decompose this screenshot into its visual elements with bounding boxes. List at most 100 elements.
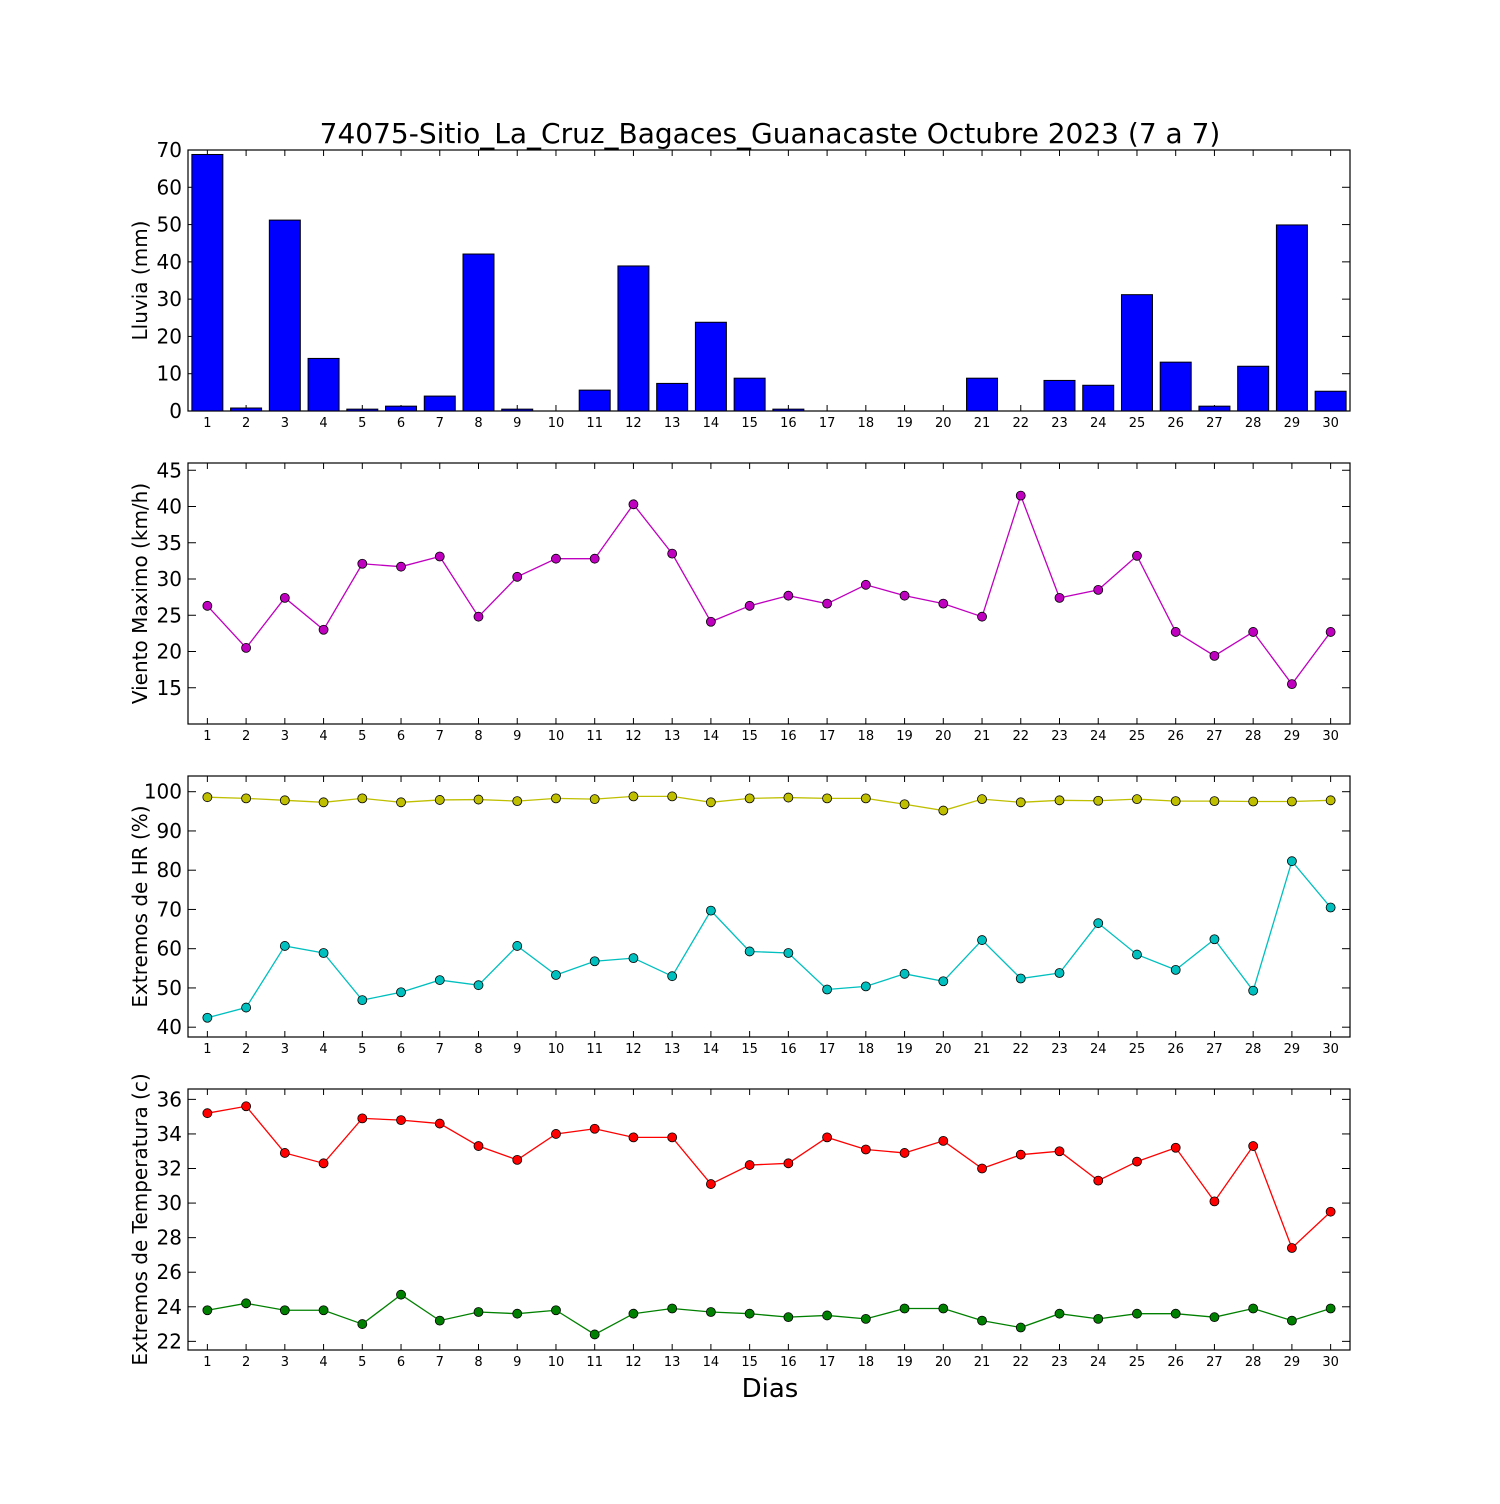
y-tick-label: 20: [157, 640, 182, 664]
y-tick-label: 70: [157, 138, 182, 162]
data-point: [977, 1163, 987, 1174]
x-tick-label: 12: [625, 416, 642, 431]
data-point: [512, 1154, 523, 1165]
y-axis-label: Extremos de Temperatura (c): [128, 1073, 152, 1365]
y-tick-label: 30: [157, 1191, 182, 1215]
data-point: [744, 600, 755, 611]
x-tick-label: 30: [1322, 1042, 1339, 1057]
data-point: [783, 1158, 794, 1169]
data-point: [1209, 934, 1220, 945]
x-tick-label: 3: [281, 729, 289, 744]
y-tick-label: 70: [157, 897, 182, 921]
x-tick-label: 12: [625, 1355, 642, 1370]
x-tick-label: 18: [858, 416, 875, 431]
x-tick-label: 7: [436, 416, 444, 431]
data-point: [899, 968, 910, 979]
series-line: [207, 1293, 1331, 1336]
x-tick-label: 14: [703, 1355, 720, 1370]
x-tick-label: 23: [1051, 729, 1068, 744]
x-tick-label: 9: [513, 416, 521, 431]
y-tick-label: 100: [144, 780, 182, 804]
bar: [694, 321, 727, 412]
x-tick-label: 20: [935, 729, 952, 744]
y-axis-label: Lluvia (mm): [128, 221, 152, 341]
data-point: [977, 1315, 987, 1326]
series-line: [206, 493, 1332, 686]
data-point: [938, 598, 949, 609]
data-point: [434, 551, 445, 562]
x-tick-label: 28: [1245, 416, 1262, 431]
x-tick-label: 30: [1322, 1355, 1339, 1370]
x-tick-label: 8: [474, 729, 482, 744]
x-tick-label: 21: [974, 1042, 991, 1057]
data-point: [589, 794, 600, 805]
x-tick-label: 11: [586, 729, 603, 744]
x-tick-label: 14: [703, 416, 720, 431]
bar: [617, 265, 650, 412]
data-point: [899, 590, 910, 601]
data-point: [551, 1129, 561, 1139]
x-tick-label: 17: [819, 416, 836, 431]
data-point: [783, 590, 794, 601]
bar: [1237, 365, 1270, 412]
data-point: [899, 799, 910, 810]
data-point: [434, 1315, 445, 1326]
x-tick-label: 17: [819, 1042, 836, 1057]
data-point: [938, 805, 949, 816]
data-point: [279, 1305, 290, 1316]
x-tick-label: 6: [397, 1355, 405, 1370]
data-point: [1170, 1308, 1181, 1319]
x-tick-label: 10: [548, 416, 565, 431]
data-point: [318, 1158, 329, 1169]
plot-frame: [187, 149, 1351, 412]
x-tick-label: 6: [397, 729, 405, 744]
x-tick-label: 22: [1012, 729, 1029, 744]
bar: [230, 407, 263, 412]
x-tick-label: 3: [281, 416, 289, 431]
x-tick-label: 16: [780, 1355, 797, 1370]
x-tick-label: 24: [1090, 1042, 1107, 1057]
x-tick-label: 15: [741, 1355, 758, 1370]
x-tick-label: 27: [1206, 1355, 1223, 1370]
x-tick-label: 19: [896, 416, 913, 431]
data-point: [512, 941, 523, 951]
x-tick-label: 15: [741, 1042, 758, 1057]
data-point: [279, 1148, 290, 1158]
data-point: [1325, 1206, 1336, 1217]
data-point: [628, 499, 639, 510]
y-tick-label: 50: [157, 976, 182, 1000]
x-tick-label: 28: [1245, 1355, 1262, 1370]
data-point: [473, 794, 484, 805]
data-point: [1170, 796, 1181, 807]
data-point: [628, 953, 639, 964]
bar: [1082, 384, 1115, 412]
data-point: [628, 1308, 639, 1319]
x-tick-label: 10: [548, 1355, 565, 1370]
x-tick-label: 1: [203, 416, 211, 431]
x-tick-label: 18: [858, 1355, 875, 1370]
data-point: [938, 1303, 949, 1314]
data-point: [1015, 1322, 1026, 1333]
x-tick-label: 21: [974, 1355, 991, 1370]
data-point: [1209, 1312, 1220, 1323]
x-tick-label: 29: [1284, 416, 1301, 431]
bar: [1275, 224, 1308, 412]
data-point: [860, 1144, 871, 1155]
bar: [346, 408, 379, 412]
x-tick-label: 22: [1012, 1355, 1029, 1370]
x-tick-label: 3: [281, 1042, 289, 1057]
series-line: [207, 795, 1331, 812]
data-point: [512, 1308, 523, 1319]
x-tick-label: 25: [1129, 416, 1146, 431]
y-tick-label: 35: [157, 531, 182, 555]
data-point: [1132, 550, 1142, 561]
data-point: [202, 1012, 213, 1023]
y-tick-label: 22: [157, 1329, 182, 1353]
x-tick-label: 10: [548, 729, 565, 744]
data-point: [318, 797, 329, 808]
data-point: [1287, 796, 1297, 807]
x-tick-label: 28: [1245, 729, 1262, 744]
data-point: [357, 1319, 368, 1329]
x-tick-label: 29: [1284, 1355, 1301, 1370]
